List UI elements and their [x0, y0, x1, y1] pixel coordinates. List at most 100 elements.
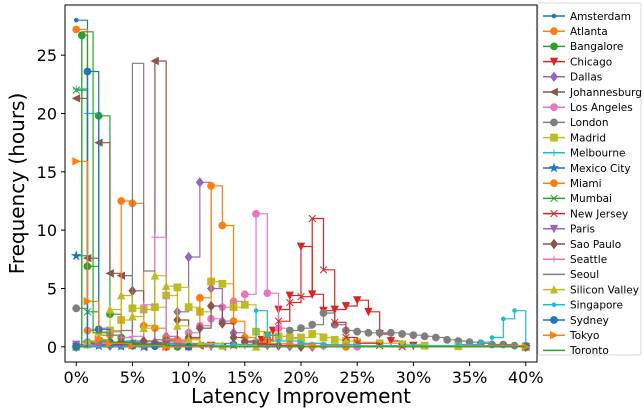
data-point: [195, 177, 204, 188]
data-point: [207, 181, 215, 190]
data-point: [218, 279, 227, 288]
data-point: [268, 326, 278, 336]
legend-item: Singapore: [543, 300, 623, 312]
x-tick-label: 40%: [508, 368, 544, 387]
legend-item: Mexico City: [543, 162, 631, 175]
series-line: [76, 275, 526, 348]
data-point: [308, 214, 316, 223]
legend-item: Seattle: [543, 254, 607, 266]
data-point: [285, 291, 294, 301]
data-point: [353, 327, 362, 336]
data-point: [128, 311, 137, 321]
data-point: [308, 330, 317, 338]
data-point: [286, 298, 294, 307]
data-point: [319, 333, 328, 342]
x-tick-label: 5%: [120, 368, 145, 387]
data-point: [296, 242, 306, 252]
data-point: [386, 337, 396, 346]
legend-item: Johannesburg: [543, 87, 642, 99]
x-tick-label: 30%: [396, 368, 432, 387]
data-point: [330, 318, 339, 327]
legend-label: New Jersey: [570, 208, 628, 220]
y-tick-label: 25: [37, 46, 57, 65]
legend-label: Toronto: [569, 345, 609, 357]
legend-item: Toronto: [543, 345, 609, 357]
data-point: [330, 335, 339, 344]
legend-marker: [549, 285, 559, 294]
legend-marker: [550, 27, 558, 36]
legend-label: Singapore: [570, 300, 623, 312]
data-point: [375, 328, 384, 337]
data-point: [298, 341, 304, 346]
legend-item: Dallas: [543, 71, 602, 84]
data-point: [489, 335, 495, 340]
data-point: [253, 308, 259, 313]
legend-label: Tokyo: [569, 330, 599, 342]
data-point: [150, 271, 160, 280]
legend-item: Amsterdam: [543, 11, 631, 23]
legend-item: Tokyo: [543, 330, 599, 342]
legend-marker: [550, 42, 558, 51]
y-tick-label: 15: [37, 163, 57, 182]
legend-marker: [550, 118, 558, 127]
legend-marker: [549, 87, 558, 97]
legend-label: Melbourne: [570, 148, 625, 160]
data-point: [341, 302, 351, 311]
legend-marker: [550, 330, 559, 340]
legend-marker: [549, 238, 559, 250]
legend-item: Seoul: [543, 269, 599, 281]
legend-marker: [550, 179, 558, 188]
x-tick-label: 25%: [339, 368, 375, 387]
legend-label: Paris: [570, 224, 595, 236]
data-point: [285, 326, 294, 335]
data-point: [231, 342, 236, 347]
legend-label: Miami: [570, 178, 602, 190]
data-point: [420, 332, 429, 341]
legend-label: Madrid: [570, 132, 606, 144]
data-point: [184, 251, 193, 263]
data-point: [83, 297, 92, 306]
data-point: [117, 197, 126, 205]
data-point: [72, 157, 81, 166]
data-point: [263, 289, 272, 298]
legend-item: Chicago: [543, 56, 612, 68]
legend-item: New Jersey: [543, 208, 628, 220]
data-point: [398, 330, 407, 338]
data-point: [387, 328, 395, 337]
legend-label: Silicon Valley: [570, 284, 639, 296]
data-point: [512, 308, 517, 313]
data-point: [73, 17, 79, 23]
legend-label: Mumbai: [570, 193, 612, 205]
data-point: [319, 266, 328, 274]
x-tick-label: 20%: [283, 368, 319, 387]
legend-marker: [550, 209, 558, 218]
data-point: [139, 323, 148, 333]
legend-marker: [551, 13, 557, 19]
legend-marker: [550, 255, 558, 263]
data-point: [308, 320, 317, 329]
y-axis-title: Frequency (hours): [5, 93, 29, 275]
data-point: [297, 324, 305, 333]
y-axis-ticks: 0 5 10 15 20 25: [37, 46, 65, 357]
legend-label: Chicago: [570, 56, 612, 68]
x-axis-title: Latency Improvement: [191, 384, 411, 408]
x-axis-ticks: 0% 5% 10% 15% 20% 25% 30% 35% 40%: [64, 362, 544, 387]
data-point: [161, 281, 171, 291]
data-point: [72, 304, 81, 313]
data-point: [409, 331, 418, 340]
series-layer: [70, 17, 532, 353]
legend-item: London: [543, 117, 609, 129]
data-point: [129, 332, 136, 340]
legend-marker: [549, 57, 559, 67]
data-point: [478, 339, 484, 345]
data-point: [264, 332, 270, 338]
x-tick-label: 35%: [452, 368, 488, 387]
data-point: [94, 335, 104, 345]
data-point: [431, 333, 440, 342]
legend-marker: [550, 149, 558, 157]
data-point: [72, 86, 80, 94]
data-point: [105, 304, 115, 314]
y-tick-label: 20: [37, 105, 57, 124]
data-point: [207, 300, 216, 312]
